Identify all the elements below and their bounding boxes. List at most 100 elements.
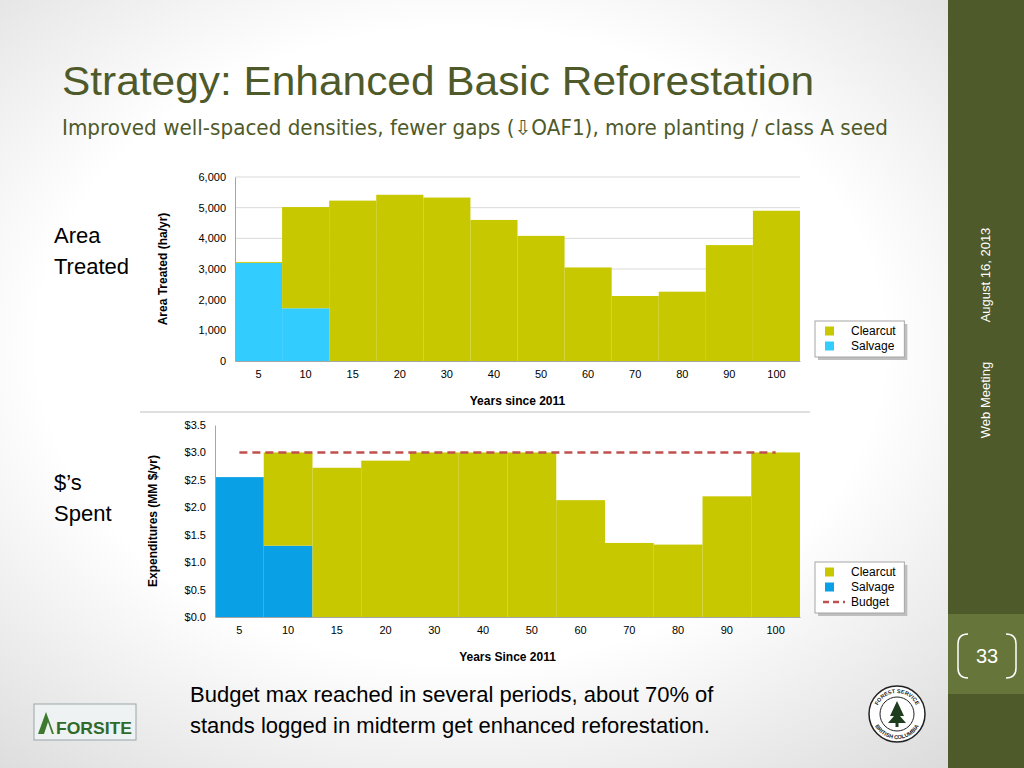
- x-tick-label: 10: [282, 624, 294, 636]
- bar: [612, 296, 659, 361]
- x-tick-label: 30: [428, 624, 440, 636]
- x-tick-label: 60: [582, 368, 594, 380]
- x-axis: 510152030405060708090100: [216, 618, 801, 636]
- x-tick: 5: [255, 368, 261, 380]
- x-tick-label: 15: [347, 368, 359, 380]
- x-tick: 70: [623, 624, 635, 636]
- x-tick-label: 100: [767, 368, 785, 380]
- bar: [282, 308, 329, 361]
- y-tick: $2.5: [185, 474, 206, 486]
- seal-tree: [888, 701, 906, 723]
- x-axis: 510152030405060708090100: [236, 362, 801, 380]
- seal-trunk: [896, 723, 899, 727]
- bar: [459, 452, 508, 617]
- x-tick-label: 40: [477, 624, 489, 636]
- logo-box: [34, 704, 136, 740]
- x-tick: 10: [282, 624, 294, 636]
- chart-title: AreaTreated: [54, 223, 129, 279]
- x-tick-label: 40: [488, 368, 500, 380]
- x-axis-title: Years since 2011: [470, 394, 566, 408]
- bar: [264, 546, 313, 617]
- y-tick: 1,000: [198, 324, 226, 336]
- y-tick: 4,000: [198, 232, 226, 244]
- bar: [751, 452, 800, 617]
- y-tick-label: $1.0: [185, 556, 206, 568]
- legend: ClearcutSalvage: [815, 321, 907, 360]
- line: [239, 451, 775, 454]
- y-tick: $0.0: [185, 611, 206, 623]
- bar: [215, 477, 264, 478]
- y-axis-title: Expenditures (MM $/yr): [146, 455, 160, 587]
- legend-box: [815, 321, 904, 357]
- x-tick-label: 15: [331, 624, 343, 636]
- x-tick-label: 5: [255, 368, 261, 380]
- bar: [264, 452, 313, 545]
- y-axis: $0.0$0.5$1.0$1.5$2.0$2.5$3.0$3.5: [185, 419, 216, 623]
- bar: [235, 263, 282, 361]
- x-tick: 30: [428, 624, 440, 636]
- x-tick: 10: [300, 368, 312, 380]
- y-tick-label: $0.5: [185, 584, 206, 596]
- x-tick-label: 70: [623, 624, 635, 636]
- bar: [703, 496, 752, 617]
- seal-text: BRITISH COLUMBIA: [874, 723, 920, 740]
- x-tick: 20: [380, 624, 392, 636]
- subtitle: Improved well-spaced densities, fewer ga…: [62, 116, 888, 140]
- y-axis-line: [215, 426, 216, 618]
- background: [0, 0, 1024, 768]
- y-tick-label: $3.0: [185, 446, 206, 458]
- bar: [361, 461, 410, 617]
- y-tick-label: 0: [220, 355, 226, 367]
- x-tick: 15: [347, 368, 359, 380]
- x-axis-title: Years Since 2011: [459, 650, 556, 664]
- x-tick-label: 20: [394, 368, 406, 380]
- bar: [565, 267, 612, 361]
- legend-swatch: [825, 583, 834, 592]
- x-axis-line: [236, 361, 801, 362]
- x-axis-line: [216, 617, 801, 618]
- chart-title: $’sSpent: [54, 470, 112, 526]
- bar: [518, 236, 565, 361]
- sidebar: [948, 0, 1024, 768]
- page-band: [948, 614, 1024, 694]
- legend-label: Clearcut: [851, 565, 896, 579]
- logo-text: FORSITE: [56, 719, 132, 738]
- legend-swatch: [825, 327, 834, 336]
- y-tick: 2,000: [198, 294, 226, 306]
- forsite-logo: FORSITE: [34, 704, 136, 740]
- seal: FOREST SERVICE BRITISH COLUMBIA: [869, 686, 925, 742]
- bar: [753, 211, 800, 361]
- plot-area: [235, 195, 800, 361]
- bar: [329, 201, 376, 361]
- meeting: Web Meeting: [978, 362, 993, 438]
- x-tick: 80: [672, 624, 684, 636]
- x-tick-label: 20: [380, 624, 392, 636]
- bar: [376, 195, 423, 361]
- x-tick-label: 80: [676, 368, 688, 380]
- x-tick: 90: [723, 368, 735, 380]
- x-tick-label: 60: [575, 624, 587, 636]
- y-tick-label: $2.5: [185, 474, 206, 486]
- chart: $’sSpent510152030405060708090100$0.0$0.5…: [54, 419, 907, 664]
- divider: [140, 412, 810, 413]
- logo-icon: [44, 722, 52, 734]
- x-tick-label: 100: [766, 624, 784, 636]
- x-tick-label: 80: [672, 624, 684, 636]
- legend-box: [815, 562, 904, 613]
- legend-swatch: [825, 342, 834, 351]
- x-tick-label: 5: [236, 624, 242, 636]
- seal-text: FOREST SERVICE: [873, 688, 920, 706]
- y-tick: $2.0: [185, 501, 206, 513]
- page-number: 33: [976, 645, 998, 667]
- y-tick: $1.0: [185, 556, 206, 568]
- plot-area: [215, 452, 800, 617]
- y-tick: $0.5: [185, 584, 206, 596]
- y-tick-label: 1,000: [198, 324, 226, 336]
- x-tick: 50: [535, 368, 547, 380]
- bar: [508, 452, 557, 617]
- logo-icon: [38, 712, 54, 734]
- x-tick-label: 50: [526, 624, 538, 636]
- y-tick: 5,000: [198, 202, 226, 214]
- x-tick: 80: [676, 368, 688, 380]
- title: Strategy: Enhanced Basic Reforestation: [62, 59, 814, 103]
